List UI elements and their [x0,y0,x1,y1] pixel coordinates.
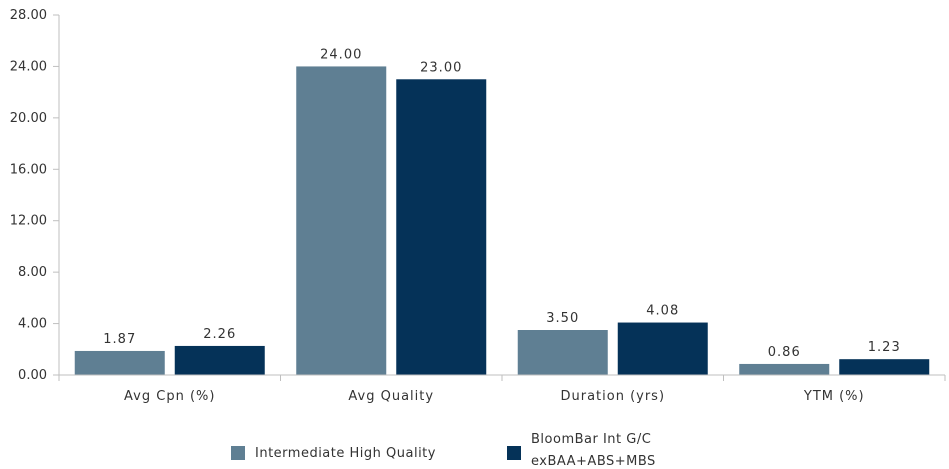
bar-series-0 [739,363,830,375]
x-category-label: YTM (%) [803,389,865,404]
bar-data-label: 23.00 [420,60,462,75]
bars [74,66,930,376]
y-tick-label: 8.00 [18,265,47,280]
y-tick-label: 0.00 [18,368,47,383]
x-category-label: Duration (yrs) [560,389,665,404]
bar-data-label: 3.50 [546,311,579,326]
y-tick-label: 24.00 [10,59,47,74]
bar-data-label: 2.26 [203,327,236,342]
bar-series-1 [617,322,708,375]
y-tick-label: 20.00 [10,111,47,126]
legend-label-intermediate-high-quality: Intermediate High Quality [255,446,436,461]
bar-series-1 [174,345,265,375]
bar-series-0 [517,330,608,375]
y-tick-label: 12.00 [10,214,47,229]
bar-data-label: 24.00 [320,47,362,62]
x-axis: Avg Cpn (%) Avg Quality Duration (yrs) YTM … [58,374,946,404]
bar-data-label: 1.23 [868,340,901,355]
y-tick-label: 4.00 [18,317,47,332]
bar-series-1 [839,359,930,375]
y-axis: 0.00 4.00 8.00 12.00 16.00 20.00 24.00 28.00 [10,8,60,383]
bar-data-label: 1.87 [103,332,136,347]
bar-series-0 [74,350,165,375]
y-tick-label: 16.00 [10,162,47,177]
bar-data-label: 4.08 [646,304,679,319]
data-labels: 1.87 24.00 3.50 0.86 2.26 23.00 4.08 1.23 [103,47,901,360]
legend-label-bloombar-int-line1: BloomBar Int G/C [531,432,651,447]
legend-swatch-bloombar-int [507,446,521,460]
legend-label-bloombar-int-line2: exBAA+ABS+MBS [531,454,656,469]
x-category-label: Avg Cpn (%) [124,389,215,404]
y-tick-label: 28.00 [10,8,47,23]
bar-series-1 [396,79,487,376]
legend: Intermediate High Quality BloomBar Int G… [231,432,656,469]
legend-swatch-intermediate-high-quality [231,446,245,460]
x-category-label: Avg Quality [348,389,434,404]
bar-series-0 [296,66,387,375]
bar-data-label: 0.86 [768,345,801,360]
